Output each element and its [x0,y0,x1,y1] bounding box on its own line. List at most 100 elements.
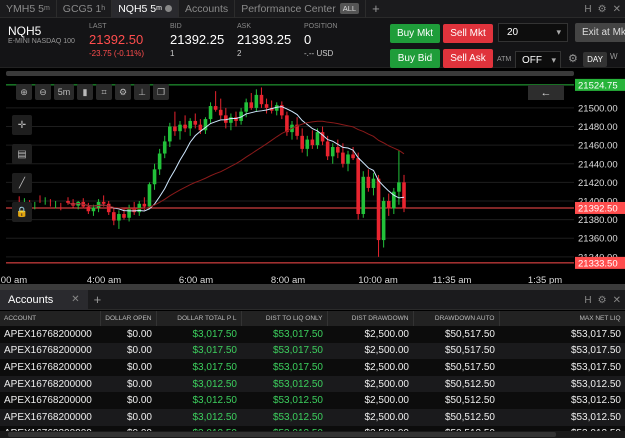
tab-label: NQH5 5 [118,2,157,15]
ask-label: ASK [237,23,252,30]
candle-body [371,178,376,188]
table-cell: $53,017.50 [499,342,625,360]
table-row[interactable]: APEX16768200000$0.00$3,012.50$53,012.50$… [0,408,625,426]
all-badge[interactable]: ALL [339,3,360,14]
gear-icon[interactable]: ⚙ [597,3,607,15]
accounts-table: ACCOUNT DOLLAR OPEN DOLLAR TOTAL P L DIS… [0,311,625,438]
add-tab-button[interactable]: + [372,1,380,16]
table-cell: $3,017.50 [156,342,241,360]
table-cell: $50,517.50 [413,342,499,360]
quantity-select[interactable]: 20 ▾ [498,23,568,42]
close-icon[interactable]: ✕ [612,3,621,15]
buy-bid-button[interactable]: Buy Bid [390,49,440,68]
tab-accounts-panel[interactable]: Accounts ✕ [0,289,88,310]
table-cell: $53,017.50 [499,326,625,343]
table-row[interactable]: APEX16768200000 $0.00 $3,017.50 $53,017.50 $… [0,342,625,360]
x-tick-label: 00 am [1,275,27,286]
lock-icon[interactable]: 🔒 [12,202,32,222]
column-header[interactable]: DIST TO LIQ ONLY [241,311,328,326]
close-icon[interactable]: ✕ [612,294,621,306]
candle-body [264,104,269,108]
sell-market-button[interactable]: Sell Mkt [443,24,493,43]
y-tick-label: 21420.00 [578,178,618,189]
gear-icon[interactable]: ⚙ [568,53,578,65]
candle-body [203,119,208,131]
zoom-in-icon[interactable]: ⊕ [16,84,32,100]
price-chart[interactable]: 21500.00 21480.00 21460.00 21440.00 21420.00… [0,68,625,288]
column-header[interactable]: DOLLAR OPEN [100,311,157,326]
buy-market-button[interactable]: Buy Mkt [390,24,440,43]
table-row[interactable]: APEX16768200000 $0.00 $3,017.50 $53,017.50 $… [0,326,625,343]
candle-body [356,158,360,215]
notes-icon[interactable]: ▤ [12,144,32,164]
indicators-icon[interactable]: ⊥ [134,84,150,100]
table-cell: $50,517.50 [413,326,499,343]
candles-icon[interactable]: ▮ [77,84,93,100]
help-icon[interactable]: H [584,3,592,15]
chart-top-scrollbar[interactable] [6,71,574,76]
gear-icon[interactable]: ⚙ [597,294,607,306]
candle-body [366,176,371,188]
table-cell: $0.00 [100,326,156,343]
candle-body [361,176,366,215]
tab-accounts[interactable]: Accounts [179,0,236,18]
scroll-to-latest-button[interactable]: ← [528,85,564,100]
table-row[interactable]: APEX16768200000$0.00$3,012.50$53,012.50$… [0,375,625,393]
add-tab-button[interactable]: + [93,292,102,307]
price-label: 21524.75 [578,80,618,91]
line-tool-icon[interactable]: ╱ [12,173,32,193]
column-header[interactable]: MAX NET LIQ [499,311,625,326]
column-header[interactable]: ACCOUNT [0,311,101,326]
symbol-name[interactable]: NQH5 [8,24,42,38]
interval-button[interactable]: 5m [54,84,74,100]
candle-body [208,106,213,120]
crosshair-select-icon[interactable]: ⌗ [96,84,112,100]
table-horizontal-scrollbar[interactable] [0,431,625,438]
crosshair-icon[interactable]: ✛ [12,115,32,135]
day-tif-button[interactable]: DAY [583,52,607,67]
template-icon[interactable]: ❐ [153,84,169,100]
moving-average-line [67,106,405,212]
ask-price: 21393.25 [237,32,292,47]
table-cell: APEX16768200000 [0,408,100,426]
last-price: 21392.50 [89,32,144,47]
candle-body [269,107,274,111]
table-cell: APEX16768200000 [0,326,100,343]
tab-performance-center[interactable]: Performance Center ALL [235,0,367,18]
zoom-out-icon[interactable]: ⊖ [35,84,51,100]
column-header[interactable]: DOLLAR TOTAL P L [156,311,242,326]
atm-strategy-select[interactable]: OFF ▾ [515,51,561,69]
candle-body [173,126,177,132]
candle-body [137,203,142,213]
chart-time-scrollbar[interactable] [0,284,625,290]
table-cell: $2,500.00 [327,342,413,360]
table-row[interactable]: APEX16768200000$0.00$3,012.50$53,012.50$… [0,392,625,409]
chart-canvas[interactable]: 21500.00 21480.00 21460.00 21440.00 21420.00… [0,68,625,288]
scrollbar-thumb[interactable] [8,432,556,437]
table-cell: $2,500.00 [327,408,413,426]
atm-label: ATM [497,56,512,63]
help-icon[interactable]: H [584,294,592,306]
table-cell: $53,017.50 [241,359,327,376]
column-header[interactable]: DRAWDOWN AUTO [413,311,500,326]
gear-icon[interactable]: ⚙ [115,84,131,100]
tab-status-dot [164,5,172,12]
x-tick-label: 11:35 am [433,275,472,286]
candle-body [152,169,157,185]
sell-ask-button[interactable]: Sell Ask [443,49,493,68]
table-row[interactable]: APEX16768200000 $0.00 $3,017.50 $53,017.50 $… [0,359,625,376]
chart-toolbar: ⊕ ⊖ 5m ▮ ⌗ ⚙ ⊥ ❐ [16,84,169,100]
table-cell: $53,012.50 [241,408,327,426]
position-pnl: -.-- USD [304,49,334,58]
close-icon[interactable]: ✕ [71,294,80,305]
candle-body [300,135,304,149]
table-cell: $53,017.50 [499,359,625,376]
table-cell: $3,017.50 [156,326,241,343]
gtc-tif-button[interactable]: W [610,52,618,61]
exit-at-market-button[interactable]: Exit at Mkt [575,23,625,42]
column-header[interactable]: DIST DRAWDOWN [327,311,414,326]
tab-label: Accounts [184,2,229,15]
